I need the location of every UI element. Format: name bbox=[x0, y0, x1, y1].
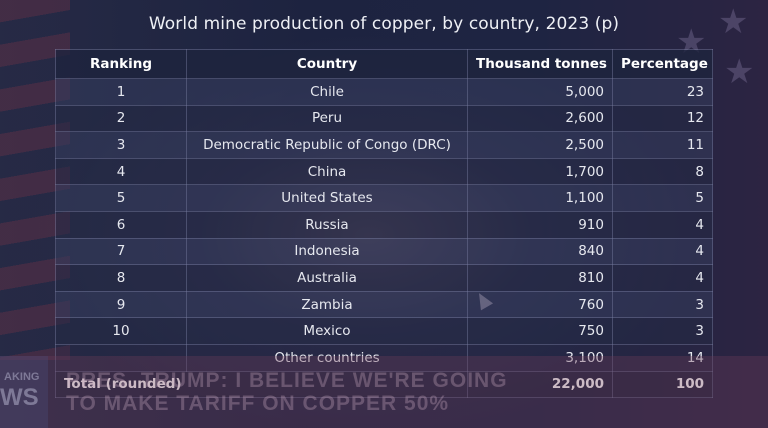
country-cell: Indonesia bbox=[186, 237, 468, 266]
table-row: 4 China 1,700 8 bbox=[55, 157, 713, 186]
country-cell: Australia bbox=[186, 264, 468, 292]
table-total-row: Total (rounded) 22,000 100 bbox=[55, 370, 713, 399]
rank-cell: 4 bbox=[55, 157, 187, 186]
rank-cell: 5 bbox=[55, 184, 187, 212]
column-header-ranking: Ranking bbox=[55, 49, 187, 79]
country-cell: United States bbox=[186, 184, 468, 212]
tonnes-cell: 2,500 bbox=[467, 131, 613, 159]
table-row: 9 Zambia 760 3 bbox=[55, 290, 713, 319]
table-row: 1 Chile 5,000 23 bbox=[55, 78, 713, 106]
breaking-news-tag-line1: AKING bbox=[4, 371, 40, 383]
breaking-news-tag-line2: WS bbox=[0, 384, 39, 411]
tonnes-cell: 840 bbox=[467, 237, 613, 266]
rank-cell: 1 bbox=[55, 78, 187, 106]
tonnes-cell: 760 bbox=[467, 290, 613, 319]
breaking-news-tag: AKING WS bbox=[0, 372, 39, 410]
percentage-cell: 23 bbox=[612, 78, 713, 106]
country-cell: Democratic Republic of Congo (DRC) bbox=[186, 131, 468, 159]
table-row: 3 Democratic Republic of Congo (DRC) 2,5… bbox=[55, 131, 713, 159]
star-icon: ★ bbox=[724, 52, 755, 92]
percentage-cell: 4 bbox=[612, 264, 713, 292]
total-percentage: 100 bbox=[612, 370, 713, 399]
table-row: 8 Australia 810 4 bbox=[55, 264, 713, 292]
percentage-cell: 3 bbox=[612, 317, 713, 345]
tonnes-cell: 3,100 bbox=[467, 343, 613, 372]
percentage-cell: 4 bbox=[612, 237, 713, 266]
column-header-thousand-tonnes: Thousand tonnes bbox=[467, 49, 613, 79]
star-icon: ★ bbox=[718, 2, 749, 42]
percentage-cell: 8 bbox=[612, 157, 713, 186]
country-cell: China bbox=[186, 157, 468, 186]
news-ticker-bar: AKING WS PRES. TRUMP: I BELIEVE WE'RE GO… bbox=[0, 356, 768, 428]
percentage-cell: 5 bbox=[612, 184, 713, 212]
page-title: World mine production of copper, by coun… bbox=[148, 14, 620, 34]
column-header-country: Country bbox=[186, 49, 468, 79]
percentage-cell: 12 bbox=[612, 104, 713, 133]
percentage-cell: 14 bbox=[612, 343, 713, 372]
tonnes-cell: 1,100 bbox=[467, 184, 613, 212]
tonnes-cell: 2,600 bbox=[467, 104, 613, 133]
country-cell: Russia bbox=[186, 210, 468, 239]
country-cell: Peru bbox=[186, 104, 468, 133]
tonnes-cell: 910 bbox=[467, 210, 613, 239]
rank-cell: 7 bbox=[55, 237, 187, 266]
table-header-row: Ranking Country Thousand tonnes Percenta… bbox=[55, 49, 713, 79]
copper-production-table: Ranking Country Thousand tonnes Percenta… bbox=[55, 49, 713, 399]
table-row: 7 Indonesia 840 4 bbox=[55, 237, 713, 266]
rank-cell: 3 bbox=[55, 131, 187, 159]
table-row: 2 Peru 2,600 12 bbox=[55, 104, 713, 133]
rank-cell: 10 bbox=[55, 317, 187, 345]
percentage-cell: 4 bbox=[612, 210, 713, 239]
table-row: 10 Mexico 750 3 bbox=[55, 317, 713, 345]
country-cell: Zambia bbox=[186, 290, 468, 319]
tonnes-cell: 1,700 bbox=[467, 157, 613, 186]
percentage-cell: 11 bbox=[612, 131, 713, 159]
total-tonnes: 22,000 bbox=[467, 370, 613, 399]
country-cell: Mexico bbox=[186, 317, 468, 345]
total-label: Total (rounded) bbox=[55, 370, 468, 399]
ticker-headline: PRES. TRUMP: I BELIEVE WE'RE GOING TO MA… bbox=[66, 369, 508, 415]
tonnes-cell: 810 bbox=[467, 264, 613, 292]
rank-cell: 2 bbox=[55, 104, 187, 133]
table-row-other-countries: Other countries 3,100 14 bbox=[55, 343, 713, 372]
country-cell: Other countries bbox=[186, 343, 468, 372]
column-header-percentage: Percentage bbox=[612, 49, 713, 79]
ticker-headline-line1: PRES. TRUMP: I BELIEVE WE'RE GOING bbox=[66, 369, 508, 392]
rank-cell: 6 bbox=[55, 210, 187, 239]
rank-cell bbox=[55, 343, 187, 372]
percentage-cell: 3 bbox=[612, 290, 713, 319]
tonnes-cell: 5,000 bbox=[467, 78, 613, 106]
rank-cell: 9 bbox=[55, 290, 187, 319]
ticker-logo-block bbox=[0, 356, 48, 428]
table-row: 6 Russia 910 4 bbox=[55, 210, 713, 239]
tonnes-cell: 750 bbox=[467, 317, 613, 345]
table-row: 5 United States 1,100 5 bbox=[55, 184, 713, 212]
country-cell: Chile bbox=[186, 78, 468, 106]
rank-cell: 8 bbox=[55, 264, 187, 292]
ticker-headline-line2: TO MAKE TARIFF ON COPPER 50% bbox=[66, 392, 450, 415]
